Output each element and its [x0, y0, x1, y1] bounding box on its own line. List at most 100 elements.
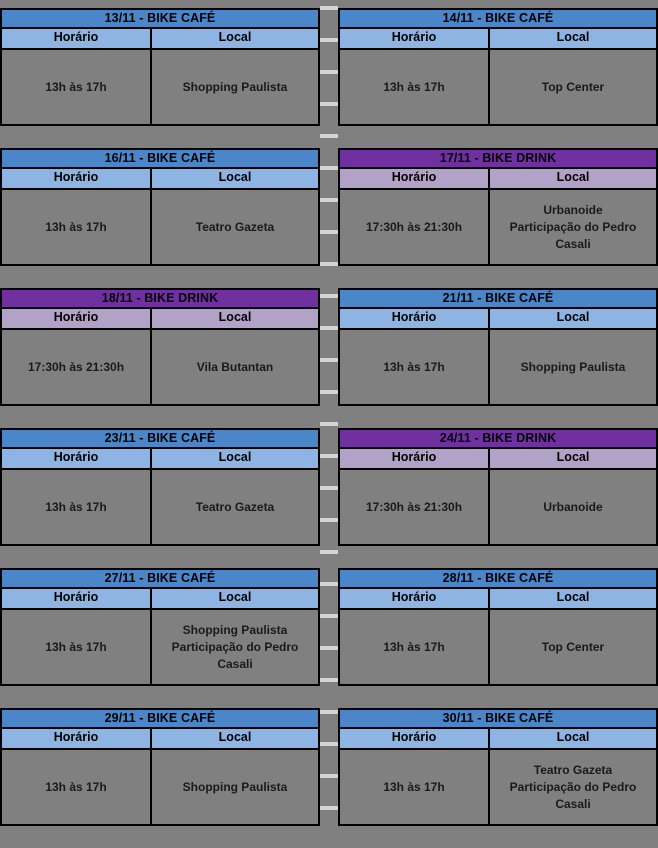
event-local-value: Vila Butantan [152, 330, 318, 404]
column-top-spacer [338, 0, 658, 8]
event-card-body: 13h às 17h Teatro Gazeta [2, 190, 318, 264]
column-header-horario: Horário [2, 29, 152, 48]
column-header-local: Local [218, 310, 252, 324]
event-local-line: Participação do Pedro [171, 639, 299, 654]
event-card[interactable]: 29/11 - BIKE CAFÉ Horário Local 13h às 17h S… [0, 708, 320, 826]
event-horario-value: 17:30h às 21:30h [340, 190, 490, 264]
event-card-title: 29/11 - BIKE CAFÉ [2, 710, 318, 729]
event-card-subheader: Horário Local [2, 309, 318, 330]
divider-tick [320, 422, 338, 426]
column-header-local: Local [218, 30, 252, 44]
event-card[interactable]: 28/11 - BIKE CAFÉ Horário Local 13h às 17h T… [338, 568, 658, 686]
divider-tick [320, 614, 338, 618]
column-header-local: Local [218, 590, 252, 604]
event-card-title: 21/11 - BIKE CAFÉ [340, 290, 656, 309]
event-horario-value: 13h às 17h [340, 50, 490, 124]
event-horario-value: 13h às 17h [2, 50, 152, 124]
column-header-local: Local [556, 450, 590, 464]
column-header-horario: Horário [340, 309, 490, 328]
event-card[interactable]: 27/11 - BIKE CAFÉ Horário Local 13h às 17h S… [0, 568, 320, 686]
divider-tick [320, 102, 338, 106]
event-local-value: Shopping Paulista [490, 330, 656, 404]
divider-tick [320, 486, 338, 490]
event-card-title: 18/11 - BIKE DRINK [2, 290, 318, 309]
column-header-horario: Horário [2, 449, 152, 468]
event-card-body: 13h às 17h Teatro Gazeta Participação do P… [340, 750, 656, 824]
event-card[interactable]: 17/11 - BIKE DRINK Horário Local 17:30h às … [338, 148, 658, 266]
event-card-subheader: Horário Local [2, 169, 318, 190]
event-local-value: Teatro Gazeta [152, 190, 318, 264]
event-card[interactable]: 30/11 - BIKE CAFÉ Horário Local 13h às 17h T… [338, 708, 658, 826]
column-header-horario: Horário [340, 29, 490, 48]
card-spacer [0, 126, 320, 148]
column-header-local: Local [218, 730, 252, 744]
event-horario-value: 17:30h às 21:30h [340, 470, 490, 544]
event-card-title: 27/11 - BIKE CAFÉ [2, 570, 318, 589]
event-card-body: 17:30h às 21:30h Vila Butantan [2, 330, 318, 404]
event-card-subheader: Horário Local [340, 169, 656, 190]
divider-tick [320, 166, 338, 170]
column-divider-strip[interactable] [320, 0, 338, 844]
event-local-value: Top Center [490, 610, 656, 684]
column-header-horario: Horário [2, 169, 152, 188]
event-local-line: Teatro Gazeta [195, 499, 275, 514]
event-card-body: 17:30h às 21:30h Urbanoide [340, 470, 656, 544]
event-card-subheader: Horário Local [2, 729, 318, 750]
event-horario-value: 13h às 17h [340, 750, 490, 824]
event-horario-value: 13h às 17h [2, 190, 152, 264]
divider-tick [320, 6, 338, 10]
event-card-body: 13h às 17h Shopping Paulista Participação … [2, 610, 318, 684]
event-card-body: 13h às 17h Top Center [340, 50, 656, 124]
card-spacer [0, 826, 320, 848]
event-local-value: Shopping Paulista [152, 750, 318, 824]
event-card[interactable]: 18/11 - BIKE DRINK Horário Local 17:30h às … [0, 288, 320, 406]
event-card[interactable]: 16/11 - BIKE CAFÉ Horário Local 13h às 17h T… [0, 148, 320, 266]
divider-tick [320, 294, 338, 298]
column-header-horario: Horário [2, 309, 152, 328]
divider-tick [320, 710, 338, 714]
event-card[interactable]: 13/11 - BIKE CAFÉ Horário Local 13h às 17h S… [0, 8, 320, 126]
column-header-local: Local [218, 170, 252, 184]
card-spacer [338, 406, 658, 428]
event-local-line: Shopping Paulista [182, 779, 288, 794]
event-card-subheader: Horário Local [340, 449, 656, 470]
event-horario-value: 13h às 17h [340, 610, 490, 684]
event-card-title: 16/11 - BIKE CAFÉ [2, 150, 318, 169]
event-local-line: Teatro Gazeta [195, 219, 275, 234]
event-card-title: 23/11 - BIKE CAFÉ [2, 430, 318, 449]
event-local-line: Participação do Pedro [509, 779, 637, 794]
event-local-value: Shopping Paulista Participação do Pedro Ca… [152, 610, 318, 684]
event-card[interactable]: 21/11 - BIKE CAFÉ Horário Local 13h às 17h S… [338, 288, 658, 406]
schedule-column-left: 13/11 - BIKE CAFÉ Horário Local 13h às 17h S… [0, 0, 320, 848]
event-card[interactable]: 24/11 - BIKE DRINK Horário Local 17:30h às … [338, 428, 658, 546]
event-horario-value: 17:30h às 21:30h [2, 330, 152, 404]
event-local-line: Teatro Gazeta [533, 762, 613, 777]
divider-tick [320, 550, 338, 554]
column-header-horario: Horário [2, 729, 152, 748]
event-local-value: Shopping Paulista [152, 50, 318, 124]
divider-tick [320, 70, 338, 74]
event-card[interactable]: 23/11 - BIKE CAFÉ Horário Local 13h às 17h T… [0, 428, 320, 546]
event-horario-value: 13h às 17h [2, 610, 152, 684]
event-card-subheader: Horário Local [2, 589, 318, 610]
divider-tick [320, 742, 338, 746]
divider-tick [320, 198, 338, 202]
divider-tick [320, 134, 338, 138]
event-card-subheader: Horário Local [340, 589, 656, 610]
event-card[interactable]: 14/11 - BIKE CAFÉ Horário Local 13h às 17h T… [338, 8, 658, 126]
divider-tick [320, 326, 338, 330]
card-spacer [338, 826, 658, 848]
card-spacer [338, 686, 658, 708]
divider-tick [320, 230, 338, 234]
divider-tick [320, 262, 338, 266]
event-horario-value: 13h às 17h [340, 330, 490, 404]
divider-tick [320, 518, 338, 522]
divider-tick [320, 646, 338, 650]
column-header-local: Local [556, 590, 590, 604]
event-local-line: Urbanoide [543, 499, 603, 514]
event-card-body: 13h às 17h Top Center [340, 610, 656, 684]
event-local-line: Participação do Pedro [509, 219, 637, 234]
event-card-body: 13h às 17h Shopping Paulista [2, 50, 318, 124]
divider-tick [320, 806, 338, 810]
